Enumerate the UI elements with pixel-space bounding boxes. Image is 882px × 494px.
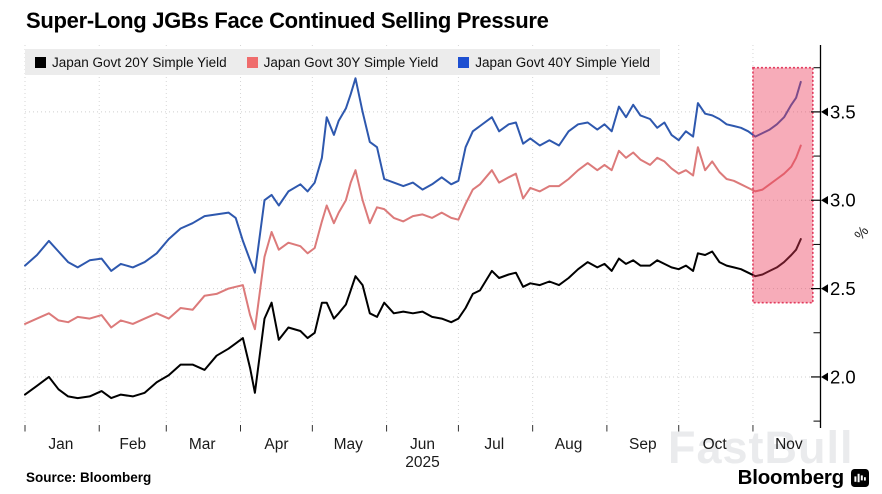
y-tick-arrow-icon (821, 284, 828, 293)
bloomberg-wordmark: Bloomberg (737, 466, 845, 489)
legend-label-40y: Japan Govt 40Y Simple Yield (475, 54, 650, 70)
x-tick-label: Jul (484, 436, 504, 453)
legend-swatch-30y-icon (246, 56, 258, 68)
bloomberg-logo: Bloomberg (738, 466, 869, 490)
y-tick-label: 2.0 (830, 366, 856, 387)
legend-label-30y: Japan Govt 30Y Simple Yield (263, 54, 439, 70)
x-tick-label: Mar (189, 436, 216, 453)
series-line-30y (24, 144, 802, 331)
fastbull-watermark: FastBull (668, 422, 854, 473)
legend-label-20y: Japan Govt 20Y Simple Yield (52, 54, 227, 70)
y-tick-arrow-icon (821, 195, 828, 205)
page-title: Super-Long JGBs Face Continued Selling P… (26, 8, 549, 33)
legend-item-30y: Japan Govt 30Y Simple Yield (246, 54, 439, 70)
x-tick-label: Aug (555, 436, 583, 453)
x-tick-label: May (334, 436, 364, 453)
y-tick-label: 3.5 (830, 101, 856, 122)
legend-swatch-20y-icon (35, 56, 46, 68)
x-tick-label: Sep (629, 436, 657, 453)
x-tick-label: Jun (410, 436, 435, 453)
y-axis-unit-label: % (852, 223, 873, 243)
x-axis-year-label: 2025 (405, 454, 439, 471)
x-tick-label: Jan (48, 436, 73, 453)
source-attribution: Source: Bloomberg (26, 470, 152, 485)
x-tick-label: Feb (119, 436, 146, 453)
series-line-20y (24, 238, 802, 400)
legend-swatch-40y-icon (458, 56, 470, 68)
series-line-40y (24, 77, 802, 274)
x-tick-label: Oct (703, 436, 728, 453)
y-tick-arrow-icon (821, 372, 828, 382)
legend-item-40y: Japan Govt 40Y Simple Yield (458, 55, 650, 70)
x-tick-label: Nov (775, 436, 803, 453)
x-tick-label: Apr (264, 436, 288, 453)
legend-item-20y: Japan Govt 20Y Simple Yield (35, 55, 227, 70)
y-tick-arrow-icon (821, 107, 828, 117)
bloomberg-terminal-icon (851, 469, 869, 487)
y-tick-label: 2.5 (830, 278, 856, 299)
highlight-region (752, 66, 814, 304)
legend: Japan Govt 20Y Simple Yield Japan Govt 3… (25, 49, 660, 75)
y-tick-label: 3.0 (830, 190, 856, 211)
